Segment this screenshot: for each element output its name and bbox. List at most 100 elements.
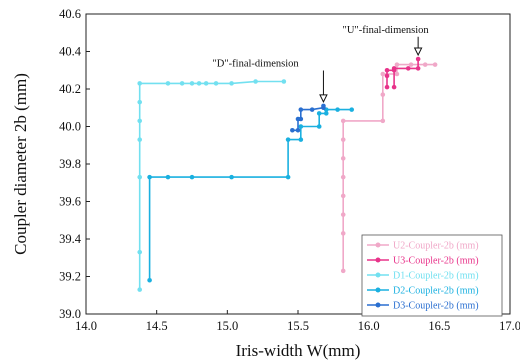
data-point [298, 124, 304, 129]
data-point [422, 62, 428, 67]
data-point [340, 174, 346, 180]
x-tick-label: 17.0 [499, 319, 520, 333]
data-point [253, 79, 258, 84]
data-point [340, 268, 346, 274]
data-point [137, 99, 143, 105]
series-4 [290, 103, 326, 133]
legend-label: U3-Coupler-2b (mm) [393, 256, 479, 267]
data-point [137, 249, 143, 255]
legend-label: D2-Coupler-2b (mm) [393, 286, 479, 297]
data-point [340, 212, 346, 217]
annotation-label: "U"-final-dimension [343, 25, 430, 36]
data-point [316, 111, 322, 116]
legend-swatch-marker [375, 242, 381, 248]
data-point [391, 66, 397, 71]
data-point [340, 193, 346, 199]
data-point [290, 127, 295, 133]
series-layer [137, 56, 438, 292]
data-point [408, 62, 414, 67]
data-point [298, 107, 304, 112]
data-point [298, 137, 304, 142]
data-point [229, 174, 234, 180]
y-tick-label: 39.6 [59, 195, 81, 209]
data-point [137, 81, 143, 86]
x-tick-label: 15.5 [287, 319, 309, 333]
legend: U2-Coupler-2b (mm) U3-Coupler-2b (mm) D1-C… [361, 234, 503, 317]
data-point [405, 66, 411, 71]
data-point [137, 137, 143, 142]
data-point [285, 137, 291, 142]
y-tick-label: 39.2 [59, 270, 81, 284]
data-point [340, 156, 346, 161]
y-tick-label: 39.0 [59, 307, 81, 321]
series-line [386, 59, 419, 88]
annotation-arrowhead [319, 94, 328, 103]
data-point [384, 73, 390, 79]
x-tick-label: 16.5 [428, 319, 450, 333]
data-point [380, 92, 386, 97]
y-tick-label: 39.8 [59, 157, 81, 171]
data-point [165, 81, 171, 86]
data-point [349, 107, 355, 112]
data-point [415, 66, 421, 71]
legend-label: D1-Coupler-2b (mm) [393, 271, 479, 282]
x-axis-title: Iris-width W(mm) [236, 341, 361, 360]
data-point [203, 81, 209, 86]
data-point [281, 79, 287, 84]
legend-label: D3-Coupler-2b (mm) [393, 301, 479, 312]
data-point [335, 107, 340, 112]
data-point [415, 56, 421, 62]
legend-swatch-marker [375, 302, 381, 308]
data-point [229, 81, 234, 86]
data-point [340, 137, 346, 142]
data-point [189, 81, 195, 86]
x-tick-label: 14.5 [146, 319, 168, 333]
data-point [384, 67, 390, 73]
y-tick-label: 40.4 [59, 45, 82, 59]
data-point [285, 174, 291, 180]
series-0 [340, 62, 438, 274]
x-tick-label: 15.0 [216, 319, 238, 333]
data-point [298, 116, 304, 122]
y-axis-title: Coupler diameter 2b (mm) [11, 73, 30, 255]
legend-swatch-marker [375, 287, 381, 293]
legend-swatch-marker [375, 257, 381, 263]
data-point [165, 174, 171, 180]
data-point [384, 84, 390, 90]
data-point [391, 84, 397, 90]
data-point [137, 118, 143, 124]
annotation-label: "D"-final-dimension [213, 59, 300, 70]
data-point [432, 62, 438, 67]
data-point [309, 107, 315, 112]
data-point [340, 118, 346, 124]
data-point [316, 124, 322, 129]
y-tick-label: 40.6 [59, 7, 81, 21]
series-line [342, 63, 436, 271]
data-point [380, 118, 386, 124]
series-line [138, 80, 284, 290]
data-point [321, 103, 326, 109]
data-point [213, 81, 219, 86]
data-point [380, 71, 386, 77]
data-point [147, 174, 152, 180]
data-point [394, 62, 400, 67]
x-tick-label: 14.0 [75, 319, 97, 333]
data-point [394, 71, 400, 77]
data-point [137, 174, 143, 180]
series-3 [147, 107, 355, 283]
y-tick-label: 40.2 [59, 82, 81, 96]
series-line [148, 108, 352, 281]
legend-label: U2-Coupler-2b (mm) [393, 241, 479, 252]
data-point [137, 287, 143, 292]
series-1 [384, 56, 421, 90]
annotation-arrowhead [413, 47, 423, 57]
series-2 [137, 79, 287, 292]
legend-swatch-marker [375, 272, 381, 278]
data-point [340, 231, 346, 236]
y-tick-label: 40.0 [59, 120, 81, 134]
data-point [323, 111, 329, 116]
ticks-layer: 14.0 14.5 15.0 15.5 16.0 16.5 17.0 39.0 39.2 39.4… [59, 7, 520, 333]
x-tick-label: 16.0 [358, 319, 380, 333]
y-tick-label: 39.4 [59, 232, 82, 246]
